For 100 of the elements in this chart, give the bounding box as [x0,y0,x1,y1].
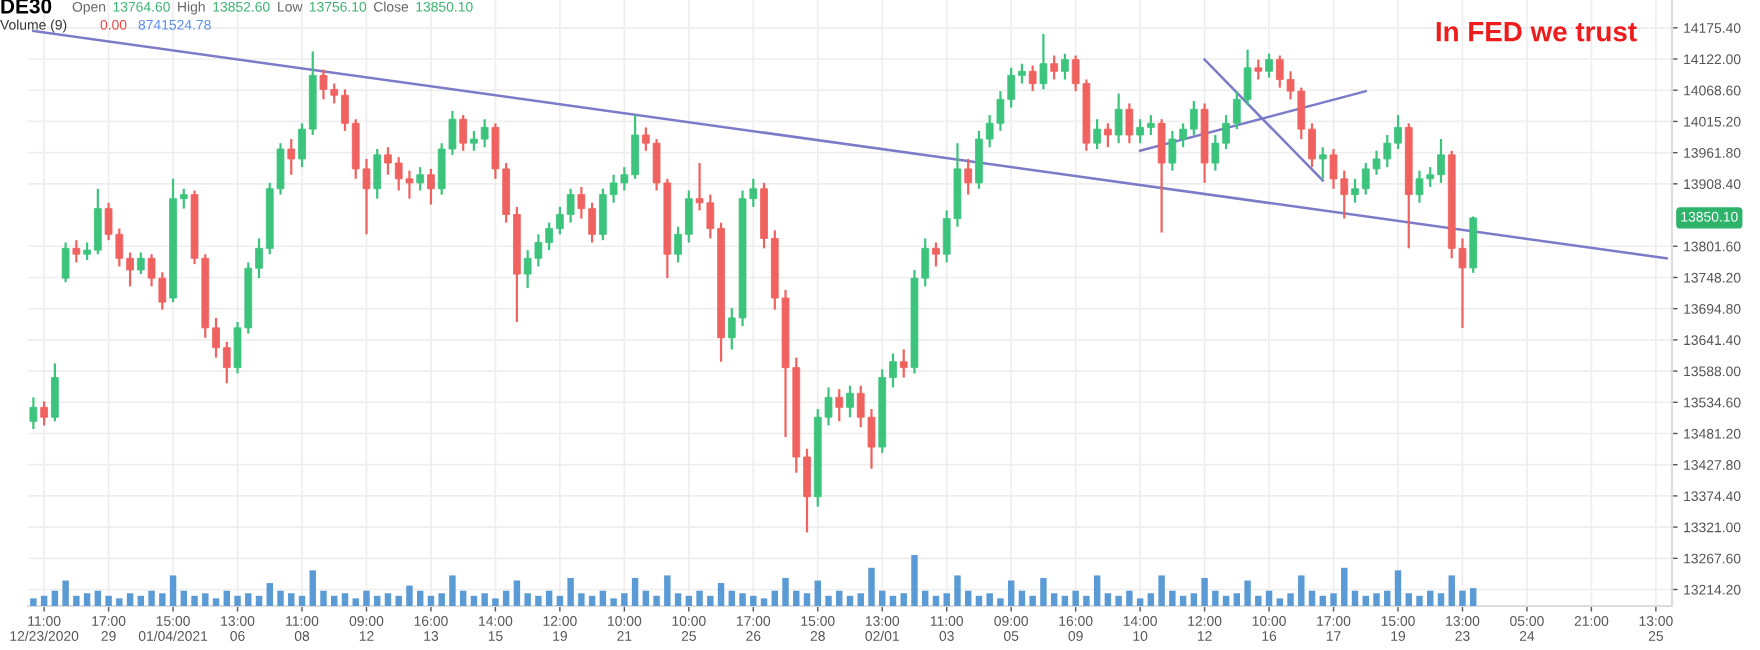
bar [513,580,521,606]
bar [62,580,69,606]
annotation: In FED we trust [1436,22,1637,42]
candlestick [1125,102,1134,145]
bar [395,595,402,606]
bar [470,595,478,606]
bar [997,598,1004,606]
bar [986,593,993,606]
candlestick [373,147,382,200]
bar [502,590,510,606]
candlestick [1104,122,1112,149]
candlestick [899,348,908,379]
bar [1093,575,1101,606]
bar [373,595,381,606]
bar [642,590,650,606]
bar [771,590,779,606]
bar [1169,590,1176,606]
candlestick [287,137,296,176]
bar [1029,595,1036,606]
candlestick [932,241,940,268]
bar [836,590,843,606]
candlestick [1265,52,1273,79]
bar [1244,580,1251,606]
bar [1319,595,1327,606]
candlestick [1050,54,1059,81]
bar [1448,575,1455,606]
bar [116,598,123,606]
bar [685,595,693,606]
bar [1384,590,1391,606]
bar [1072,590,1079,606]
bar [406,585,413,606]
bar [126,593,134,606]
bar [610,598,617,606]
bar [1040,577,1047,606]
bar [578,593,585,606]
bar [255,595,263,606]
bar [879,590,886,606]
bar [1373,593,1380,606]
bar [416,590,424,606]
bar [105,595,112,606]
bar [341,593,349,606]
bar [545,590,553,606]
bar [825,595,832,606]
candlestick [459,114,468,152]
bar [750,595,757,606]
bar [1115,595,1122,606]
bar [202,593,209,606]
candlestick [1039,32,1048,91]
bar [180,590,188,606]
bar [277,590,284,606]
bar [1265,590,1273,606]
bar [1255,595,1262,606]
bar [1126,590,1133,606]
candlestick [40,400,48,427]
bar [900,593,907,606]
bar [1158,575,1165,606]
bar [1330,593,1337,606]
bar [481,593,488,606]
bar [459,590,467,606]
bar [1201,577,1208,606]
bar [449,575,456,606]
bar [739,593,746,606]
bar [954,575,961,606]
candlestick [1318,146,1327,180]
bar [245,593,252,606]
bar [1427,590,1434,606]
bar [94,590,102,606]
bar [535,595,542,606]
bar [1341,567,1348,606]
candlestick [1061,52,1069,81]
bar [1007,580,1015,606]
bar [1459,590,1466,606]
bar [943,593,950,606]
candlestick [427,167,435,206]
bar [1362,595,1369,606]
bar [1061,595,1069,606]
bar [782,577,789,606]
bar [1083,595,1090,606]
bar [1212,590,1219,606]
bar [964,590,972,606]
bar [1351,590,1359,606]
bar [234,595,241,606]
bar [674,593,682,606]
bar [51,590,59,606]
candlestick [1157,118,1166,234]
bar [631,577,639,606]
bar [599,590,607,606]
bar [1308,590,1316,606]
candlestick [1093,118,1101,151]
bar [1437,593,1445,606]
bar [846,595,854,606]
candlestick [136,251,145,276]
bar [803,593,811,606]
bar [932,595,940,606]
bar [73,595,80,606]
bar [857,593,864,606]
bar [159,593,166,606]
bar [868,567,875,606]
bar [1276,598,1284,606]
candlestick [51,362,59,423]
